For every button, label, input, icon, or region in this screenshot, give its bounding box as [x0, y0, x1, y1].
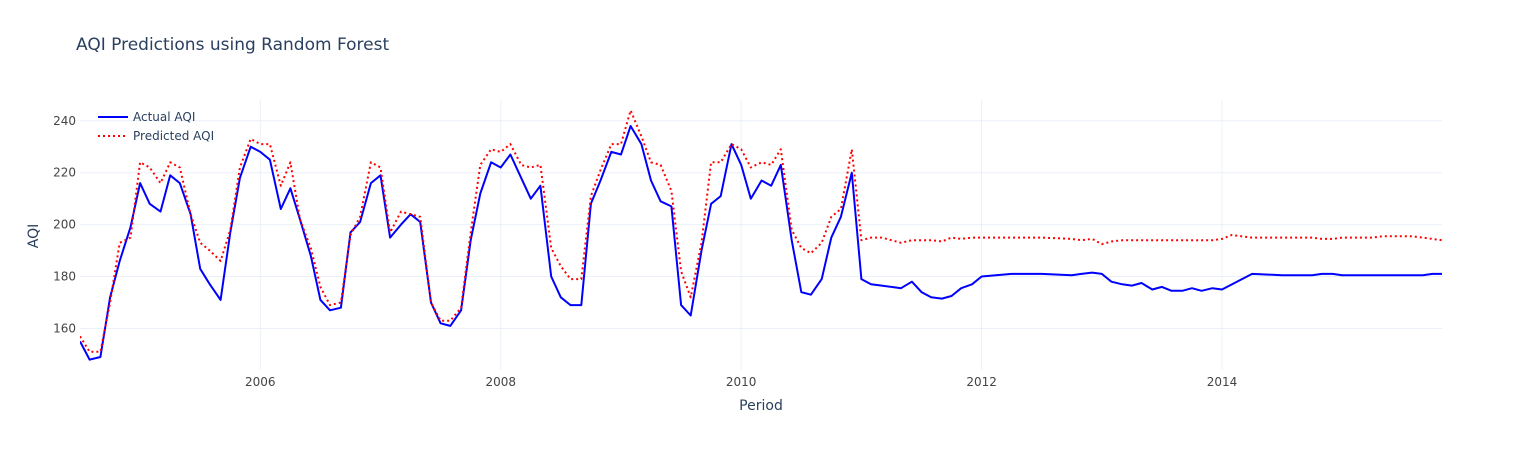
- y-tick-label: 200: [53, 218, 76, 232]
- x-tick-label: 2010: [726, 375, 757, 389]
- x-axis-ticks: 2006 2008 2010 2012 2014: [245, 375, 1237, 389]
- y-axis-ticks: 160 180 200 220 240: [53, 114, 76, 336]
- series-group: [80, 109, 1442, 361]
- actual-aqi-line: [80, 125, 1442, 361]
- y-axis-title: AQI: [26, 224, 42, 248]
- y-tick-label: 180: [53, 270, 76, 284]
- legend-label[interactable]: Actual AQI: [133, 110, 195, 124]
- x-tick-label: 2012: [966, 375, 997, 389]
- y-tick-label: 240: [53, 114, 76, 128]
- legend[interactable]: Actual AQI Predicted AQI: [98, 110, 214, 143]
- plot-area: [80, 109, 1442, 361]
- y-tick-label: 160: [53, 321, 76, 335]
- x-tick-label: 2014: [1207, 375, 1238, 389]
- y-tick-label: 220: [53, 166, 76, 180]
- chart-title: AQI Predictions using Random Forest: [76, 35, 389, 55]
- grid-lines: [80, 100, 1442, 370]
- x-tick-label: 2006: [245, 375, 276, 389]
- legend-label[interactable]: Predicted AQI: [133, 129, 214, 143]
- x-axis-title: Period: [739, 398, 783, 414]
- x-tick-label: 2008: [485, 375, 516, 389]
- predicted-aqi-line: [80, 109, 1442, 353]
